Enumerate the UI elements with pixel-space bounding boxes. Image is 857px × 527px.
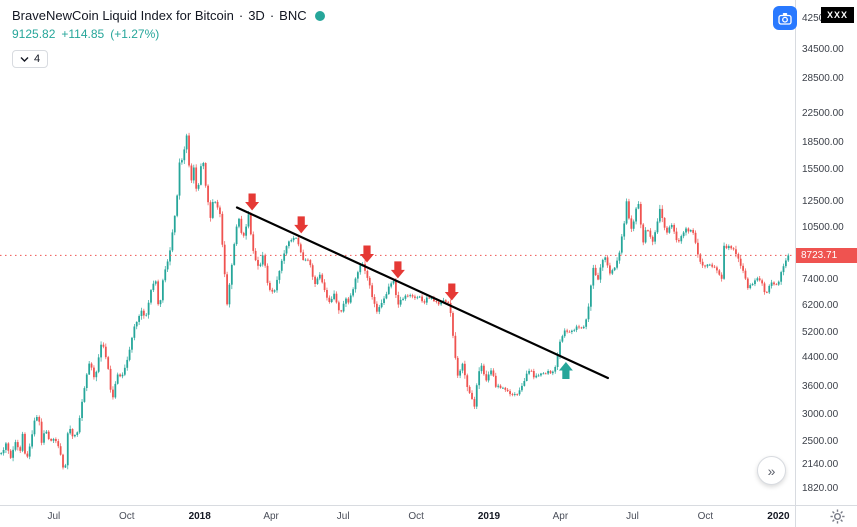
time-axis-label: Apr (263, 511, 279, 522)
price-axis-label: 10500.00 (802, 221, 844, 233)
down-arrow[interactable] (444, 283, 459, 301)
price-axis-label: 4400.00 (802, 351, 839, 363)
legend-separator: · (238, 8, 244, 23)
down-arrow[interactable] (360, 245, 374, 263)
last-price-tag: 8723.71 (796, 247, 857, 263)
collapse-count: 4 (34, 53, 41, 65)
time-axis-label: Jul (626, 511, 639, 522)
price-axis[interactable]: 8723.71 42500.0034500.0028500.0022500.00… (795, 0, 857, 505)
chart-plot-area[interactable] (0, 0, 795, 505)
price-axis-label: 2500.00 (802, 435, 839, 447)
price-axis-label: 1820.00 (802, 483, 839, 495)
chevron-down-icon (20, 56, 29, 62)
time-axis[interactable]: Jul Oct 2018 Apr Jul Oct 2019 Apr Jul Oct 2020 (0, 505, 795, 527)
redaction-sticker: XXX (820, 7, 854, 23)
price-axis-label: 12500.00 (802, 195, 844, 207)
trendline[interactable] (235, 206, 610, 380)
price-axis-label: 5200.00 (802, 326, 839, 338)
chart-legend: BraveNewCoin Liquid Index for Bitcoin · … (12, 8, 325, 68)
gear-icon (830, 509, 845, 524)
last-value: 9125.82 (12, 27, 56, 41)
symbol-title: BraveNewCoin Liquid Index for Bitcoin (12, 8, 234, 23)
open-sidebar-button[interactable]: » (757, 456, 786, 485)
price-axis-label: 6200.00 (802, 300, 839, 312)
collapse-indicators-button[interactable]: 4 (12, 50, 49, 68)
time-axis-label: Oct (697, 511, 714, 522)
time-axis-label: 2018 (188, 511, 211, 522)
price-axis-label: 15500.00 (802, 163, 844, 175)
down-arrow[interactable] (390, 261, 405, 279)
candles-layer (0, 132, 790, 470)
interval-label: 3D (248, 8, 265, 23)
time-axis-label: Oct (119, 511, 135, 522)
change-value: +114.85 (61, 27, 105, 41)
market-status-dot-icon (314, 10, 325, 21)
price-axis-label: 28500.00 (802, 72, 844, 84)
axis-settings-corner[interactable] (795, 505, 857, 527)
price-axis-label: 22500.00 (802, 108, 844, 120)
price-axis-label: 18500.00 (802, 137, 844, 149)
camera-icon (778, 12, 792, 25)
price-axis-label: 3000.00 (802, 408, 839, 420)
down-arrow[interactable] (294, 216, 309, 234)
exchange-label: BNC (279, 8, 307, 23)
time-axis-label: Oct (408, 511, 424, 522)
price-axis-label: 7400.00 (802, 274, 839, 285)
time-axis-label: 2020 (767, 511, 790, 522)
candlestick-chart[interactable] (0, 0, 795, 505)
up-arrow[interactable] (558, 362, 573, 379)
time-axis-label: Jul (47, 511, 61, 522)
change-percent: (+1.27%) (110, 27, 160, 41)
time-axis-label: Apr (552, 511, 569, 522)
time-axis-label: 2019 (477, 511, 501, 522)
legend-separator: · (269, 8, 275, 23)
price-axis-label: 3600.00 (802, 381, 839, 393)
down-arrow[interactable] (245, 193, 260, 211)
price-axis-label: 2140.00 (802, 459, 839, 470)
price-axis-label: 34500.00 (802, 44, 844, 56)
time-axis-label: Jul (336, 511, 350, 522)
snapshot-button[interactable] (773, 6, 797, 30)
